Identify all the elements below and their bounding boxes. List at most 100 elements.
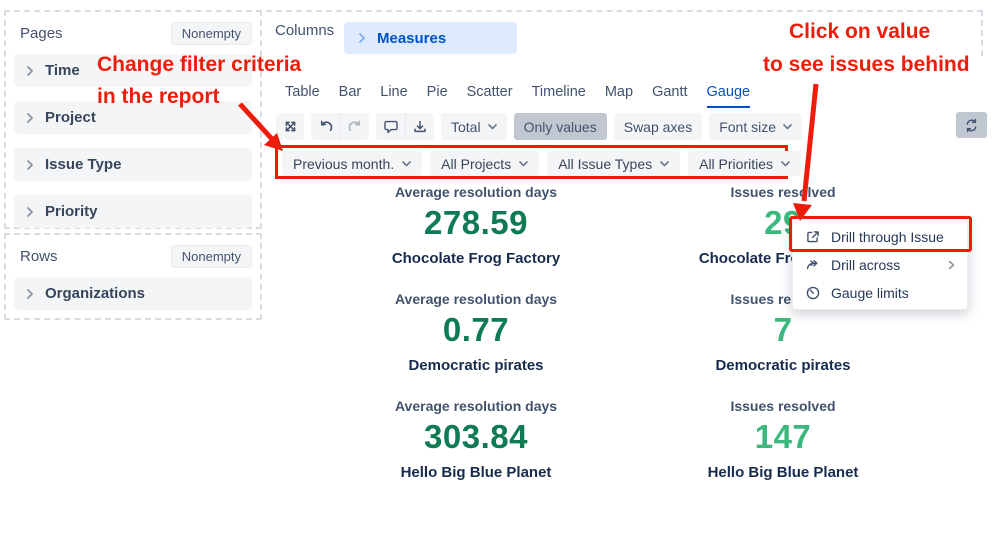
sidebar-item-project[interactable]: Project xyxy=(14,101,252,134)
tab-scatter[interactable]: Scatter xyxy=(466,84,513,100)
dim-label: Time xyxy=(45,62,80,79)
submenu-chevron-icon xyxy=(948,260,955,270)
refresh-button[interactable] xyxy=(956,112,987,138)
undo-button[interactable] xyxy=(311,113,340,140)
chevron-down-icon xyxy=(519,160,529,166)
tab-pie[interactable]: Pie xyxy=(426,84,448,100)
chart-type-tabs: Table Bar Line Pie Scatter Timeline Map … xyxy=(285,84,751,108)
chevron-right-icon xyxy=(359,33,365,43)
chevron-right-icon xyxy=(27,206,33,217)
report-toolbar: Total Only values Swap axes Font size xyxy=(276,113,803,140)
comment-download-group xyxy=(376,113,434,140)
menu-item-label: Drill across xyxy=(831,257,901,273)
refresh-icon xyxy=(966,118,977,132)
chevron-right-icon xyxy=(27,65,33,76)
chevron-down-icon xyxy=(402,160,411,166)
gauge-icon xyxy=(806,286,820,300)
download-icon xyxy=(414,120,426,132)
gauge-metric: Issues resolved xyxy=(730,398,836,414)
tab-bar[interactable]: Bar xyxy=(338,84,362,100)
sidebar-item-time[interactable]: Time xyxy=(14,54,252,87)
gauge-org: Chocolate Frog Factory xyxy=(391,250,561,267)
issue-type-filter-dropdown[interactable]: All Issue Types xyxy=(547,151,681,176)
measures-label: Measures xyxy=(377,29,447,47)
chevron-down-icon xyxy=(781,160,790,166)
tab-line[interactable]: Line xyxy=(380,84,408,100)
gauge-org: Hello Big Blue Planet xyxy=(707,464,859,481)
redo-icon xyxy=(348,120,361,131)
tab-table[interactable]: Table xyxy=(285,84,320,100)
comment-button[interactable] xyxy=(376,113,405,140)
rows-dropzone: Rows Nonempty Organizations xyxy=(4,233,262,320)
chevron-right-icon xyxy=(27,112,33,123)
gauge-metric: Average resolution days xyxy=(394,291,558,307)
rows-title: Rows xyxy=(20,248,58,265)
expand-icon xyxy=(285,121,295,132)
gauge-metric: Average resolution days xyxy=(394,398,558,414)
font-size-label: Font size xyxy=(719,118,777,135)
priority-filter-label: All Priorities xyxy=(699,155,774,172)
chevron-right-icon xyxy=(27,288,33,299)
tab-gantt[interactable]: Gantt xyxy=(652,84,688,100)
chevron-down-icon xyxy=(783,123,792,129)
menu-item-drill-through-issue[interactable]: Drill through Issue xyxy=(793,223,967,251)
expand-button[interactable] xyxy=(276,113,304,140)
undo-redo-group xyxy=(311,113,369,140)
total-dropdown[interactable]: Total xyxy=(441,113,507,140)
download-button[interactable] xyxy=(405,113,434,140)
sidebar-item-issue-type[interactable]: Issue Type xyxy=(14,148,252,181)
sidebar-item-organizations[interactable]: Organizations xyxy=(14,277,252,310)
drill-context-menu: Drill through Issue Drill across Gauge l… xyxy=(792,218,968,310)
swap-axes-button[interactable]: Swap axes xyxy=(613,113,703,140)
measures-button[interactable]: Measures xyxy=(344,22,517,54)
dim-label: Project xyxy=(45,109,96,126)
pages-title: Pages xyxy=(20,25,63,42)
redo-button[interactable] xyxy=(340,113,369,140)
dim-label: Priority xyxy=(45,203,98,220)
external-link-icon xyxy=(807,231,819,243)
gauge-cell: Issues resolved 147 Hello Big Blue Plane… xyxy=(684,398,882,481)
gauge-value[interactable]: 303.84 xyxy=(424,418,528,455)
pages-nonempty-button[interactable]: Nonempty xyxy=(170,22,252,45)
tab-map[interactable]: Map xyxy=(604,84,634,100)
dim-label: Organizations xyxy=(45,285,146,302)
chevron-right-icon xyxy=(27,159,33,170)
tab-timeline[interactable]: Timeline xyxy=(531,84,586,100)
menu-item-drill-across[interactable]: Drill across xyxy=(793,251,967,279)
gauge-cell: Average resolution days 0.77 Democratic … xyxy=(266,291,686,374)
rows-nonempty-button[interactable]: Nonempty xyxy=(170,245,252,268)
only-values-toggle[interactable]: Only values xyxy=(513,113,607,140)
total-label: Total xyxy=(451,118,481,135)
annotation-filter-note-line1: Change filter criteria xyxy=(97,53,302,76)
comment-icon xyxy=(383,120,398,133)
gauge-org: Democratic pirates xyxy=(408,357,544,374)
gauge-value[interactable]: 0.77 xyxy=(442,311,510,348)
time-filter-dropdown[interactable]: Previous month. xyxy=(282,151,423,176)
issue-type-filter-label: All Issue Types xyxy=(558,155,653,172)
columns-dropzone: Columns Measures xyxy=(266,10,983,56)
gauge-value[interactable]: 147 xyxy=(754,418,812,455)
sidebar-item-priority[interactable]: Priority xyxy=(14,195,252,228)
dim-label: Issue Type xyxy=(45,156,122,173)
annotation-value-note-line2: to see issues behind xyxy=(763,53,970,76)
project-filter-label: All Projects xyxy=(441,155,512,172)
gauge-metric: Issues resolved xyxy=(730,184,836,200)
chevron-down-icon xyxy=(660,160,669,166)
font-size-dropdown[interactable]: Font size xyxy=(709,113,803,140)
gauge-org: Hello Big Blue Planet xyxy=(400,464,552,481)
chevron-down-icon xyxy=(487,123,497,129)
priority-filter-dropdown[interactable]: All Priorities xyxy=(688,151,802,176)
pages-dropzone: Pages Nonempty Time Project Issue Type P… xyxy=(4,10,262,229)
gauge-cell: Average resolution days 278.59 Chocolate… xyxy=(266,184,686,267)
swap-axes-label: Swap axes xyxy=(623,118,693,135)
columns-title: Columns xyxy=(275,22,335,39)
gauge-value[interactable]: 7 xyxy=(773,311,793,348)
menu-item-label: Gauge limits xyxy=(831,285,909,301)
project-filter-dropdown[interactable]: All Projects xyxy=(430,151,540,176)
annotation-value-note-line1: Click on value xyxy=(789,20,931,43)
gauge-metric: Average resolution days xyxy=(394,184,558,200)
tab-gauge[interactable]: Gauge xyxy=(706,84,751,108)
menu-item-gauge-limits[interactable]: Gauge limits xyxy=(793,279,967,307)
gauge-value[interactable]: 278.59 xyxy=(424,204,528,241)
page-filters-highlight: Previous month. All Projects All Issue T… xyxy=(275,145,802,179)
